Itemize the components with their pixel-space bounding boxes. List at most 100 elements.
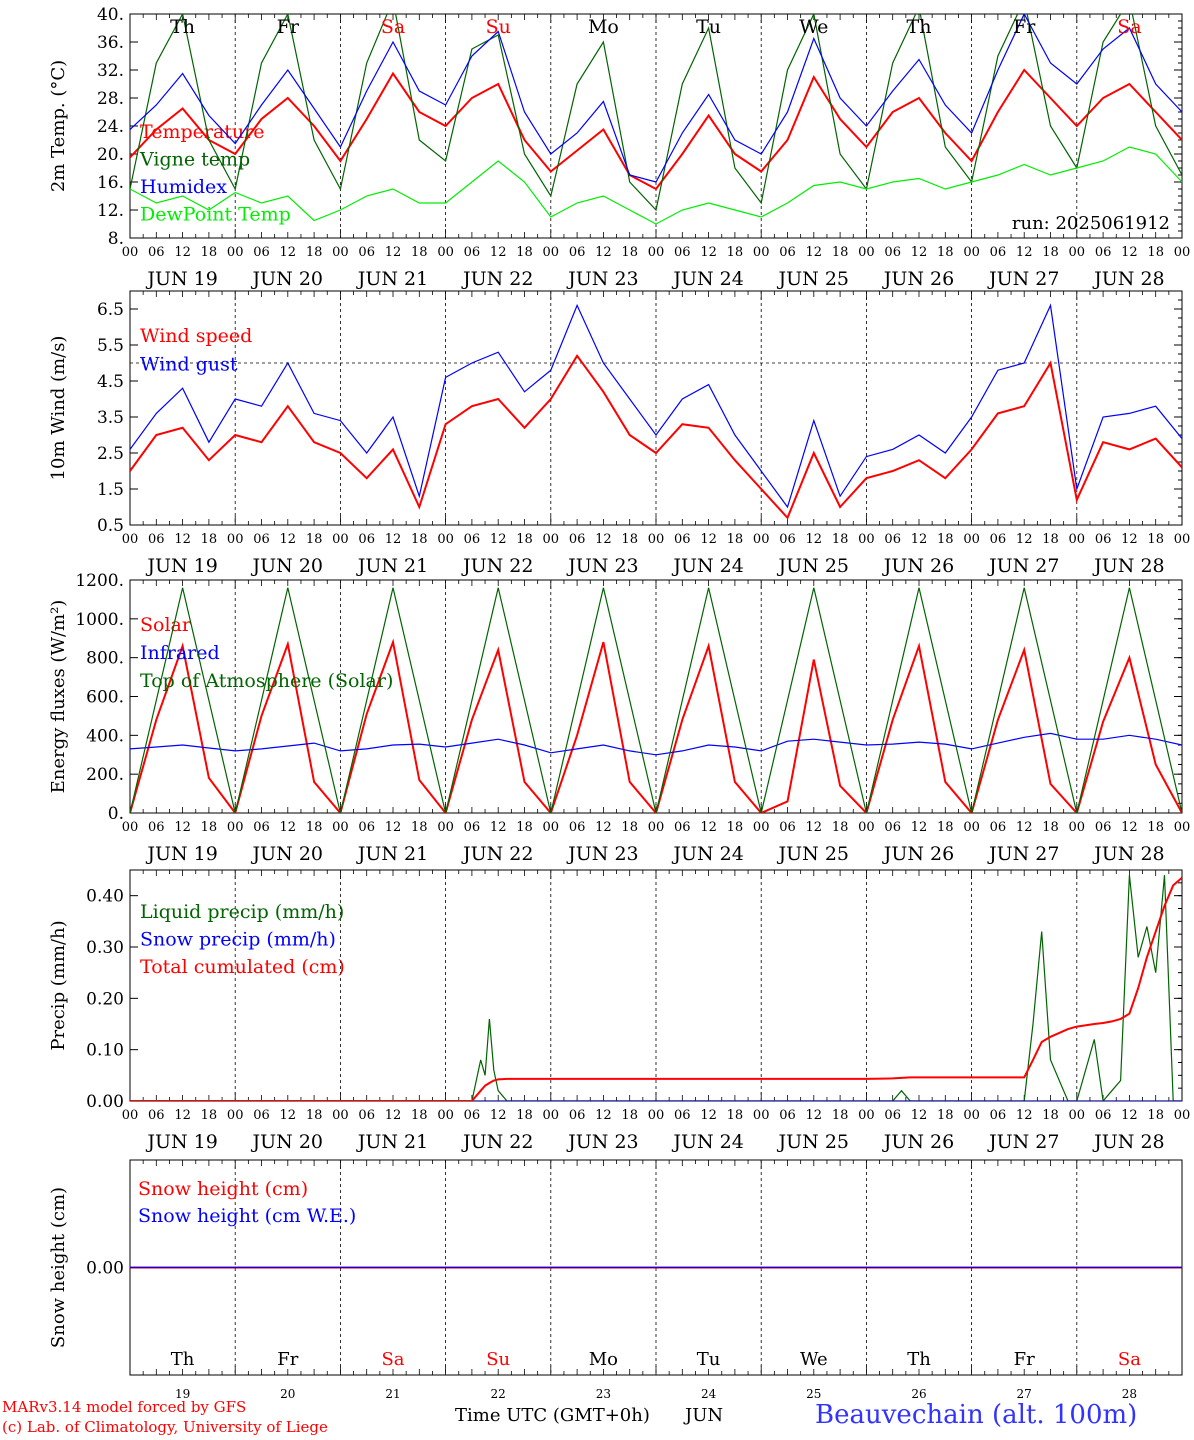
hour-label: 06 <box>779 245 796 260</box>
hour-label: 06 <box>884 820 901 835</box>
weekday-label: Tu <box>697 1349 721 1370</box>
y-tick-label: 0.30 <box>86 938 124 958</box>
hour-label: 18 <box>1147 1108 1164 1123</box>
hour-label: 12 <box>806 820 823 835</box>
hour-label: 18 <box>937 820 954 835</box>
hour-label: 18 <box>516 1108 533 1123</box>
series-line-3 <box>130 876 1182 1101</box>
hour-label: 06 <box>358 532 375 547</box>
hour-label: 12 <box>595 245 612 260</box>
hour-label: 00 <box>1069 1108 1086 1123</box>
hour-label: 00 <box>648 1108 665 1123</box>
hour-label: 00 <box>122 1108 139 1123</box>
y-tick-label: 0.5 <box>97 516 124 536</box>
hour-label: 00 <box>437 532 454 547</box>
panel-1: 8. 12. 16. 20. 24. 28. 32. 36. 40. 2m Temp. (°C) T… <box>48 5 1191 290</box>
legend-entry: Solar <box>140 614 192 636</box>
legend-entry: Vigne temp <box>139 149 250 171</box>
hour-label: 00 <box>753 245 770 260</box>
y-tick-label: 36. <box>97 33 124 53</box>
hour-label: 18 <box>832 245 849 260</box>
hour-label: 18 <box>1042 820 1059 835</box>
hour-label: 18 <box>516 532 533 547</box>
hour-label: 06 <box>253 1108 270 1123</box>
y-tick-label: 0.00 <box>86 1259 124 1279</box>
date-label: JUN 26 <box>882 843 954 865</box>
weekday-label: Th <box>170 16 195 38</box>
date-label: JUN 20 <box>251 268 323 290</box>
hour-label: 06 <box>569 532 586 547</box>
weekday-label: Mo <box>588 16 619 38</box>
y-tick-label: 24. <box>97 117 124 137</box>
date-label: JUN 21 <box>356 1131 428 1153</box>
y-tick-label: 1.5 <box>97 480 124 500</box>
date-label: JUN 22 <box>461 555 533 577</box>
date-label: JUN 21 <box>356 268 428 290</box>
date-label: JUN 22 <box>461 1131 533 1153</box>
hour-label: 06 <box>253 820 270 835</box>
hour-label: 06 <box>358 245 375 260</box>
y-tick-label: 0.40 <box>86 887 124 907</box>
hour-label: 12 <box>280 820 297 835</box>
hour-label: 06 <box>253 245 270 260</box>
y-tick-label: 28. <box>97 89 124 109</box>
hour-label: 00 <box>648 245 665 260</box>
date-label: JUN 22 <box>461 268 533 290</box>
hour-label: 00 <box>1174 532 1191 547</box>
hour-label: 12 <box>911 1108 928 1123</box>
day-number: 26 <box>911 1387 926 1401</box>
hour-label: 00 <box>437 245 454 260</box>
hour-label: 00 <box>227 820 244 835</box>
weekday-label: Th <box>171 1349 195 1370</box>
hour-label: 00 <box>122 532 139 547</box>
y-tick-label: 16. <box>97 173 124 193</box>
hour-label: 06 <box>148 1108 165 1123</box>
date-label: JUN 20 <box>251 1131 323 1153</box>
weekday-label: Su <box>486 16 511 38</box>
series-line-4 <box>130 146 1182 225</box>
hour-label: 18 <box>727 1108 744 1123</box>
hour-label: 18 <box>727 245 744 260</box>
hour-label: 18 <box>1042 532 1059 547</box>
day-number: 22 <box>491 1387 506 1401</box>
hour-label: 18 <box>1147 820 1164 835</box>
y-tick-label: 0.10 <box>86 1041 124 1061</box>
y-tick-label: 0.20 <box>86 989 124 1009</box>
hour-label: 00 <box>543 532 560 547</box>
date-label: JUN 23 <box>566 555 638 577</box>
hour-label: 18 <box>411 532 428 547</box>
hour-label: 12 <box>806 1108 823 1123</box>
hour-label: 18 <box>201 1108 218 1123</box>
hour-label: 06 <box>990 820 1007 835</box>
legend-entry: Liquid precip (mm/h) <box>140 901 344 923</box>
date-label: JUN 26 <box>882 555 954 577</box>
time-axis-title: Time UTC (GMT+0h) <box>455 1405 650 1426</box>
weekday-label: Fr <box>1014 1349 1035 1370</box>
hour-label: 06 <box>569 245 586 260</box>
hour-label: 18 <box>832 1108 849 1123</box>
series-line-3 <box>130 587 1182 813</box>
hour-label: 18 <box>621 820 638 835</box>
hour-label: 00 <box>963 1108 980 1123</box>
hour-label: 12 <box>911 532 928 547</box>
series-line-1 <box>130 875 1182 1101</box>
hour-label: 06 <box>1095 1108 1112 1123</box>
day-number: 19 <box>175 1387 190 1401</box>
date-label: JUN 28 <box>1092 268 1164 290</box>
model-credit: MARv3.14 model forced by GFS <box>2 1398 247 1416</box>
hour-label: 00 <box>1174 1108 1191 1123</box>
hour-label: 06 <box>674 820 691 835</box>
y-axis-title: 2m Temp. (°C) <box>48 60 69 192</box>
hour-label: 18 <box>411 1108 428 1123</box>
date-label: JUN 23 <box>566 843 638 865</box>
date-label: JUN 23 <box>566 268 638 290</box>
hour-label: 12 <box>806 532 823 547</box>
hour-label: 18 <box>201 820 218 835</box>
hour-label: 00 <box>1174 245 1191 260</box>
legend-entry: Humidex <box>140 176 227 198</box>
hour-label: 12 <box>280 1108 297 1123</box>
hour-label: 12 <box>1121 1108 1138 1123</box>
date-label: JUN 24 <box>671 843 743 865</box>
date-label: JUN 20 <box>251 555 323 577</box>
date-label: JUN 22 <box>461 843 533 865</box>
